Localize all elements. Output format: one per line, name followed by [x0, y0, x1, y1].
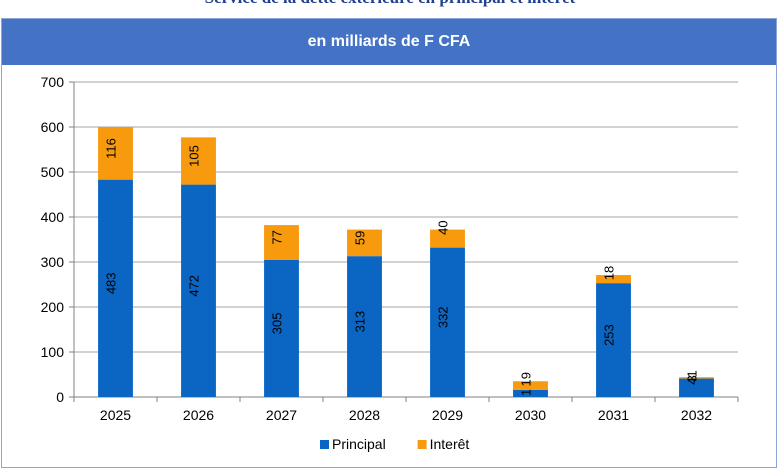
- x-tick-label: 2028: [349, 407, 380, 423]
- data-label: 116: [104, 138, 119, 159]
- bar-intert-2028: [347, 229, 382, 257]
- data-label: 105: [187, 145, 202, 167]
- bar-principal-2032: [679, 378, 714, 397]
- data-label: 19: [519, 372, 534, 386]
- bar-principal-2025: [98, 179, 133, 397]
- y-tick-label: 700: [41, 74, 65, 90]
- y-tick-label: 600: [41, 119, 65, 135]
- x-tick-label: 2032: [681, 407, 712, 423]
- data-label: 59: [353, 231, 368, 245]
- bar-principal-2026: [181, 184, 216, 397]
- x-tick-label: 2031: [598, 407, 629, 423]
- y-tick-label: 400: [41, 209, 65, 225]
- x-tick-label: 2030: [515, 407, 546, 423]
- data-label: 472: [187, 275, 202, 297]
- legend-entry: Interêt: [430, 436, 470, 452]
- bar-intert-2031: [596, 275, 631, 284]
- bar-intert-2027: [264, 225, 299, 260]
- data-label: 18: [602, 266, 617, 280]
- document-heading: Service de la dette extérieure en princi…: [0, 0, 780, 8]
- data-label: 305: [270, 313, 285, 335]
- data-label: 313: [353, 311, 368, 333]
- bar-intert-2026: [181, 137, 216, 185]
- x-tick-label: 2025: [100, 407, 131, 423]
- bar-intert-2029: [430, 229, 465, 248]
- data-label: 483: [104, 272, 119, 294]
- y-tick-label: 300: [41, 254, 65, 270]
- x-tick-label: 2026: [183, 407, 214, 423]
- bar-intert-2032: [679, 377, 714, 379]
- legend-swatch: [320, 440, 329, 449]
- chart-subtitle: en milliards de F CFA: [307, 33, 471, 50]
- data-label: 253: [602, 324, 617, 346]
- bar-principal-2028: [347, 256, 382, 397]
- bar-principal-2027: [264, 259, 299, 397]
- data-label: 332: [436, 306, 451, 328]
- bar-intert-2030: [513, 381, 548, 390]
- legend-entry: Principal: [332, 436, 386, 452]
- bar-intert-2025: [98, 127, 133, 180]
- chart-subtitle-band: en milliards de F CFA: [2, 19, 776, 65]
- legend-swatch: [417, 440, 427, 449]
- bar-principal-2030: [513, 389, 548, 397]
- x-tick-label: 2027: [266, 407, 297, 423]
- y-tick-label: 500: [41, 164, 65, 180]
- x-tick-label: 2029: [432, 407, 463, 423]
- data-label: 3: [685, 375, 700, 382]
- y-tick-label: 200: [41, 299, 65, 315]
- data-label: 77: [270, 230, 285, 244]
- data-label: 40: [436, 220, 451, 234]
- y-tick-label: 0: [56, 389, 64, 405]
- y-tick-label: 100: [41, 344, 65, 360]
- bar-principal-2031: [596, 283, 631, 397]
- bar-principal-2029: [430, 247, 465, 397]
